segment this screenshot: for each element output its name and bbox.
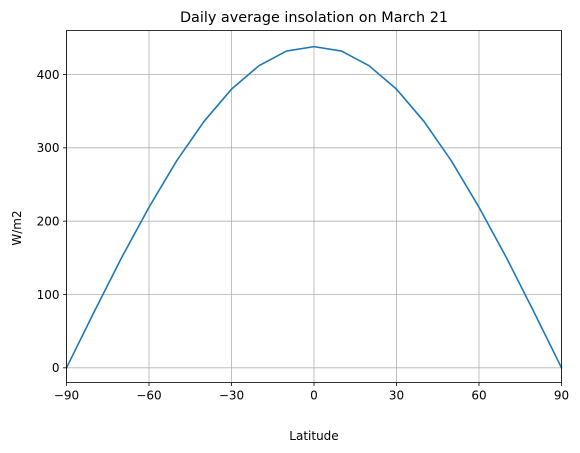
x-tick-label: −90 <box>54 389 79 403</box>
x-tick-label: −30 <box>219 389 244 403</box>
grid-layer <box>66 30 562 383</box>
x-tick-label: 90 <box>554 389 569 403</box>
chart-title: Daily average insolation on March 21 <box>180 10 448 26</box>
y-axis: 0 100 200 300 400 <box>37 68 67 375</box>
y-tick-label: 0 <box>52 361 60 375</box>
x-axis-label: Latitude <box>289 429 338 443</box>
insolation-series-line <box>65 45 563 369</box>
x-tick-label: 60 <box>471 389 486 403</box>
x-tick-label: 0 <box>310 389 318 403</box>
y-axis-label: W/m2 <box>10 210 24 245</box>
y-tick-label: 200 <box>37 214 60 228</box>
y-tick-label: 400 <box>37 68 60 82</box>
y-tick-label: 300 <box>37 141 60 155</box>
x-axis: −90 −60 −30 0 30 60 90 <box>54 382 569 403</box>
x-tick-label: −60 <box>136 389 161 403</box>
series-layer <box>65 45 563 369</box>
x-tick-label: 30 <box>389 389 404 403</box>
y-tick-label: 100 <box>37 288 60 302</box>
